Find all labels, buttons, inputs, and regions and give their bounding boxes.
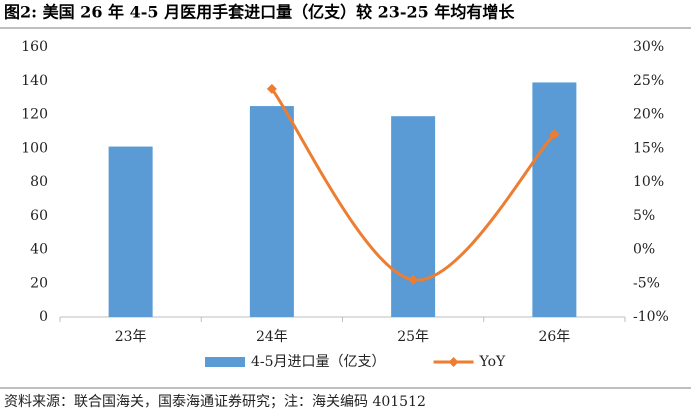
bar [532,82,577,317]
legend-swatch [205,357,245,367]
y-tick-label: 100 [21,140,48,156]
x-tick-label: 23年 [115,329,147,345]
bar [391,116,436,317]
bar [108,146,153,317]
chart-title: 图2: 美国 26 年 4-5 月医用手套进口量（亿支）较 23-25 年均有增… [4,3,515,22]
y2-tick-label: -10% [633,309,669,325]
y-tick-label: 140 [21,73,48,89]
y2-tick-label: 10% [633,174,664,190]
y2-tick-label: 20% [633,107,664,123]
legend-marker [448,357,459,367]
marker [408,274,419,285]
marker [266,83,277,94]
y-tick-label: 120 [21,107,48,123]
marker [549,129,560,140]
y-tick-label: 80 [30,174,48,190]
legend-label: 4-5月进口量（亿支） [251,354,386,370]
x-tick-label: 26年 [538,329,570,345]
x-tick-label: 24年 [256,329,288,345]
y2-tick-label: -5% [633,275,660,291]
y2-tick-label: 0% [633,242,655,258]
y2-tick-label: 15% [633,140,664,156]
y2-tick-label: 5% [633,208,655,224]
source-note: 资料来源：联合国海关，国泰海通证券研究；注：海关编码 401512 [4,394,426,410]
legend-label: YoY [479,354,506,370]
y2-tick-label: 25% [633,73,664,89]
y-tick-label: 160 [21,39,48,55]
y-tick-label: 0 [39,309,48,325]
x-tick-label: 25年 [397,329,429,345]
y2-tick-label: 30% [633,39,664,55]
bar [249,106,294,317]
y-tick-label: 20 [30,275,48,291]
y-tick-label: 40 [30,242,48,258]
y-tick-label: 60 [30,208,48,224]
